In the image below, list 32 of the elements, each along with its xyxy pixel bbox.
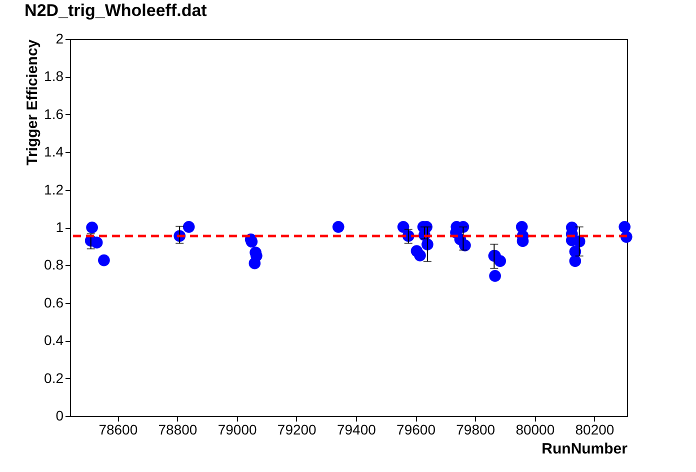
- y-tick-label: 1.6: [44, 106, 64, 122]
- x-tick-label: 79400: [336, 422, 376, 438]
- point: [90, 236, 103, 248]
- y-tick-label: 1: [56, 219, 64, 235]
- point: [182, 221, 195, 233]
- x-tick-label: 80200: [575, 422, 614, 438]
- x-tick-label: 79200: [277, 422, 317, 438]
- point: [332, 221, 344, 233]
- point: [569, 255, 582, 267]
- x-tick-label: 79000: [218, 422, 257, 438]
- y-tick-label: 0.4: [44, 332, 64, 348]
- y-axis-title: Trigger Efficiency: [24, 38, 42, 166]
- y-tick-label: 0.6: [44, 294, 64, 310]
- point: [489, 270, 501, 282]
- point: [86, 222, 98, 234]
- x-tick-label: 78800: [158, 422, 198, 438]
- chart-title: N2D_trig_Wholeeff.dat: [24, 1, 208, 20]
- x-tick-label: 80000: [516, 422, 555, 438]
- y-tick-label: 0: [56, 408, 64, 424]
- y-tick-label: 2: [56, 30, 64, 46]
- y-tick-label: 1.2: [44, 181, 64, 198]
- x-tick-label: 79600: [396, 422, 436, 438]
- y-tick-label: 0.2: [44, 370, 64, 386]
- y-tick-label: 1.4: [44, 144, 64, 160]
- x-axis-title: RunNumber: [542, 440, 628, 458]
- point: [618, 221, 631, 233]
- y-tick-label: 1.8: [44, 68, 64, 84]
- x-tick-label: 78600: [98, 422, 138, 438]
- x-tick-label: 79800: [456, 422, 496, 438]
- point: [98, 254, 110, 266]
- y-tick-label: 0.8: [44, 256, 64, 273]
- point: [414, 249, 426, 262]
